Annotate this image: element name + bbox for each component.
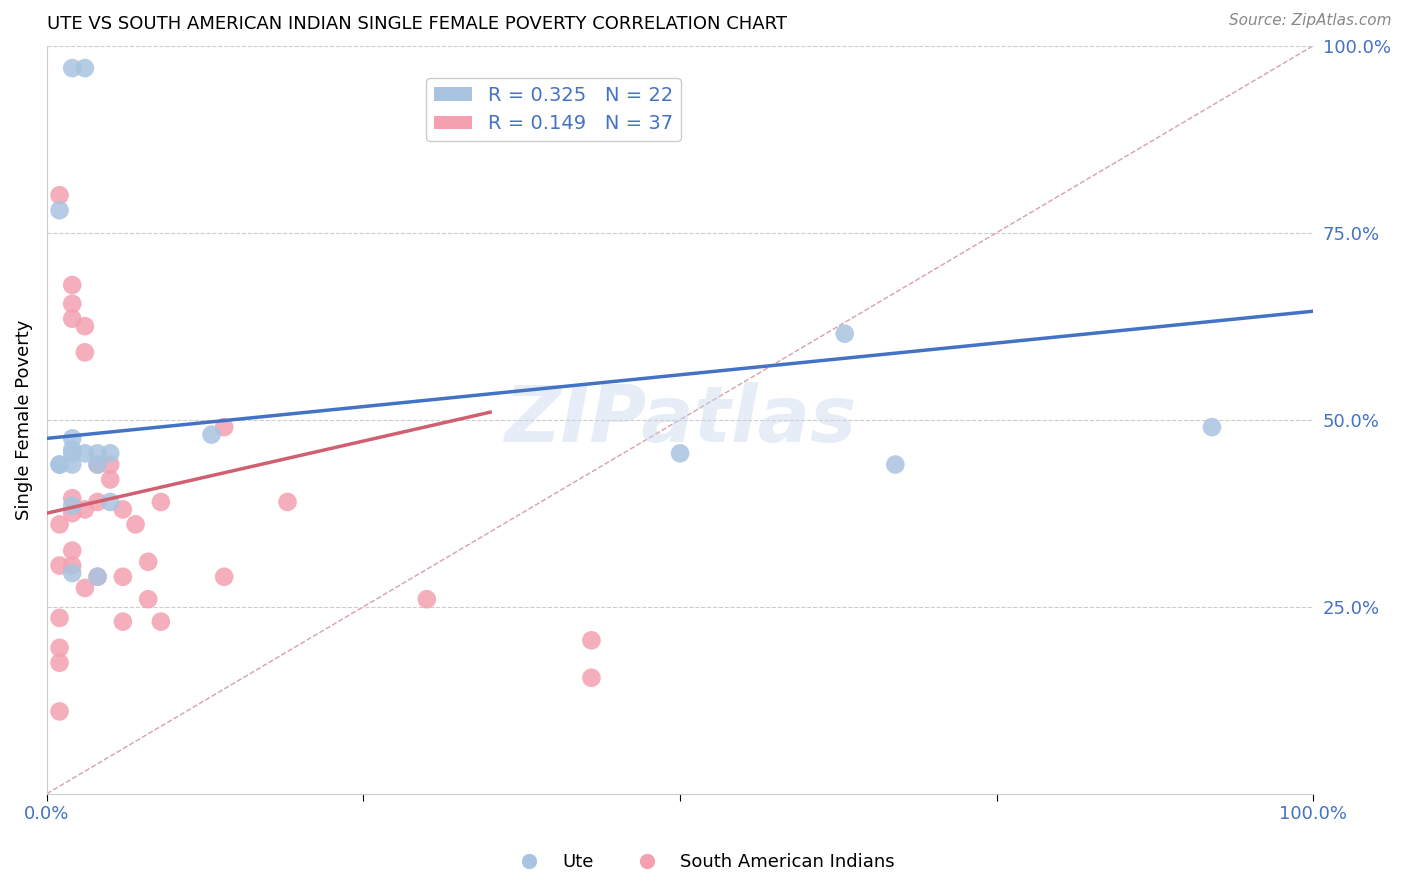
Point — [60, 566, 83, 580]
Point — [60, 558, 83, 573]
Point — [136, 592, 159, 607]
Point — [86, 458, 108, 472]
Point — [48, 656, 70, 670]
Point — [98, 495, 121, 509]
Point — [416, 592, 439, 607]
Point — [60, 311, 83, 326]
Point — [98, 458, 121, 472]
Point — [60, 458, 83, 472]
Legend: R = 0.325   N = 22, R = 0.149   N = 37: R = 0.325 N = 22, R = 0.149 N = 37 — [426, 78, 681, 141]
Point — [73, 345, 96, 359]
Point — [86, 570, 108, 584]
Point — [60, 499, 83, 513]
Point — [73, 319, 96, 334]
Point — [276, 495, 298, 509]
Point — [48, 203, 70, 218]
Point — [48, 611, 70, 625]
Point — [60, 278, 83, 293]
Point — [60, 491, 83, 506]
Text: UTE VS SOUTH AMERICAN INDIAN SINGLE FEMALE POVERTY CORRELATION CHART: UTE VS SOUTH AMERICAN INDIAN SINGLE FEMA… — [46, 15, 787, 33]
Point — [86, 458, 108, 472]
Point — [200, 427, 222, 442]
Point — [48, 517, 70, 532]
Point — [48, 458, 70, 472]
Point — [73, 502, 96, 516]
Point — [136, 555, 159, 569]
Point — [1201, 420, 1223, 434]
Point — [73, 581, 96, 595]
Point — [73, 446, 96, 460]
Legend: Ute, South American Indians: Ute, South American Indians — [505, 847, 901, 879]
Point — [86, 495, 108, 509]
Point — [111, 502, 134, 516]
Point — [98, 473, 121, 487]
Point — [48, 188, 70, 202]
Point — [73, 61, 96, 75]
Point — [98, 446, 121, 460]
Point — [60, 446, 83, 460]
Point — [60, 543, 83, 558]
Text: ZIPatlas: ZIPatlas — [503, 382, 856, 458]
Point — [60, 506, 83, 520]
Point — [48, 458, 70, 472]
Point — [60, 442, 83, 457]
Point — [212, 420, 235, 434]
Point — [60, 431, 83, 445]
Point — [86, 446, 108, 460]
Point — [111, 615, 134, 629]
Point — [834, 326, 856, 341]
Point — [48, 640, 70, 655]
Point — [48, 558, 70, 573]
Point — [669, 446, 692, 460]
Point — [86, 570, 108, 584]
Point — [581, 671, 603, 685]
Point — [884, 458, 907, 472]
Point — [581, 633, 603, 648]
Y-axis label: Single Female Poverty: Single Female Poverty — [15, 319, 32, 520]
Point — [48, 705, 70, 719]
Point — [60, 297, 83, 311]
Point — [149, 495, 172, 509]
Point — [149, 615, 172, 629]
Text: Source: ZipAtlas.com: Source: ZipAtlas.com — [1229, 13, 1392, 29]
Point — [124, 517, 146, 532]
Point — [111, 570, 134, 584]
Point — [60, 61, 83, 75]
Point — [212, 570, 235, 584]
